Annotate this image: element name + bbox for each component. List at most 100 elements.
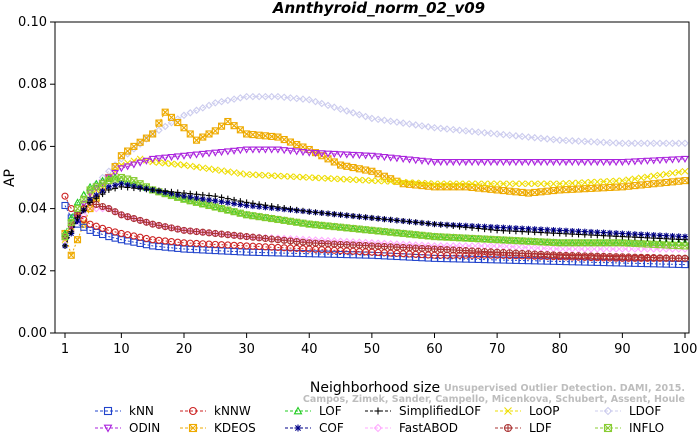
series-simplifiedlof bbox=[62, 183, 688, 249]
data-point bbox=[167, 154, 176, 162]
data-point bbox=[218, 194, 225, 201]
data-point bbox=[180, 111, 188, 120]
data-point bbox=[425, 220, 432, 227]
data-point bbox=[424, 231, 433, 239]
data-point bbox=[236, 209, 245, 217]
data-point bbox=[562, 159, 570, 167]
data-point bbox=[387, 178, 395, 185]
data-point bbox=[286, 237, 295, 245]
data-point bbox=[180, 152, 188, 160]
data-point bbox=[68, 228, 75, 235]
data-point bbox=[325, 210, 332, 217]
data-point bbox=[205, 229, 213, 237]
data-point bbox=[187, 190, 194, 197]
data-point bbox=[593, 178, 601, 186]
data-point bbox=[293, 173, 301, 181]
data-point bbox=[393, 217, 400, 224]
data-point bbox=[624, 139, 633, 148]
data-point bbox=[274, 92, 282, 101]
data-point bbox=[524, 250, 532, 258]
data-point bbox=[493, 248, 501, 256]
y-tick-label: 0.10 bbox=[18, 15, 47, 30]
data-point bbox=[456, 223, 463, 230]
data-point bbox=[675, 236, 682, 243]
data-point bbox=[192, 136, 201, 144]
legend-label: LDOF bbox=[629, 404, 661, 418]
data-point bbox=[412, 179, 420, 187]
x-axis-label: Neighborhood size bbox=[310, 380, 440, 396]
data-point bbox=[205, 165, 213, 173]
data-point bbox=[368, 114, 376, 123]
legend-marker bbox=[503, 423, 513, 433]
data-point bbox=[206, 196, 213, 203]
data-point bbox=[117, 211, 125, 219]
data-point bbox=[437, 245, 445, 253]
data-point bbox=[436, 124, 445, 133]
data-point bbox=[256, 201, 263, 208]
data-point bbox=[505, 159, 514, 167]
data-point bbox=[118, 180, 125, 187]
data-point bbox=[142, 218, 150, 226]
data-point bbox=[411, 121, 420, 129]
data-point bbox=[186, 227, 194, 235]
data-point bbox=[155, 155, 163, 163]
data-point bbox=[405, 156, 414, 164]
data-point bbox=[544, 229, 551, 236]
data-point bbox=[543, 180, 551, 188]
data-point bbox=[317, 99, 326, 108]
data-point bbox=[682, 233, 688, 240]
data-point bbox=[386, 154, 395, 162]
data-point bbox=[174, 119, 182, 127]
data-point bbox=[368, 242, 376, 250]
data-point bbox=[330, 103, 339, 111]
data-point bbox=[600, 184, 608, 192]
data-point bbox=[192, 151, 201, 159]
data-point bbox=[424, 180, 432, 187]
legend-marker bbox=[603, 423, 613, 433]
data-point bbox=[248, 211, 257, 219]
legend-marker bbox=[603, 406, 613, 416]
data-point bbox=[299, 238, 307, 246]
legend-item-ldf: LDF bbox=[495, 421, 552, 434]
data-point bbox=[198, 104, 207, 112]
data-point bbox=[656, 139, 664, 148]
data-point bbox=[180, 190, 187, 197]
data-point bbox=[631, 253, 639, 261]
data-point bbox=[236, 147, 245, 155]
data-point bbox=[87, 199, 94, 206]
data-point bbox=[418, 244, 426, 252]
data-point bbox=[87, 196, 94, 203]
data-point bbox=[268, 172, 276, 180]
data-point bbox=[117, 173, 125, 182]
data-point bbox=[123, 163, 132, 171]
data-point bbox=[67, 251, 75, 259]
legend-label: LoOP bbox=[529, 404, 560, 418]
data-point bbox=[362, 176, 369, 184]
data-point bbox=[599, 238, 608, 246]
data-point bbox=[681, 139, 689, 148]
data-point bbox=[650, 235, 657, 242]
data-point bbox=[574, 137, 583, 145]
data-point bbox=[67, 219, 75, 227]
legend-label: LDF bbox=[529, 421, 552, 434]
data-point bbox=[117, 152, 125, 160]
data-point bbox=[431, 180, 438, 188]
x-tick-label: 20 bbox=[176, 342, 193, 357]
data-point bbox=[336, 151, 345, 159]
data-point bbox=[155, 159, 163, 166]
data-point bbox=[86, 220, 94, 228]
data-point bbox=[73, 205, 82, 213]
data-point bbox=[656, 254, 664, 262]
data-point bbox=[468, 159, 477, 167]
data-point bbox=[668, 254, 677, 262]
data-point bbox=[524, 159, 533, 167]
data-point bbox=[174, 161, 182, 168]
data-point bbox=[494, 227, 501, 234]
data-point bbox=[550, 230, 557, 237]
data-point bbox=[505, 131, 514, 139]
data-point bbox=[162, 188, 169, 195]
series-ldf bbox=[61, 198, 689, 262]
data-point bbox=[499, 248, 507, 257]
data-point bbox=[248, 146, 257, 154]
series-odin bbox=[61, 146, 689, 241]
